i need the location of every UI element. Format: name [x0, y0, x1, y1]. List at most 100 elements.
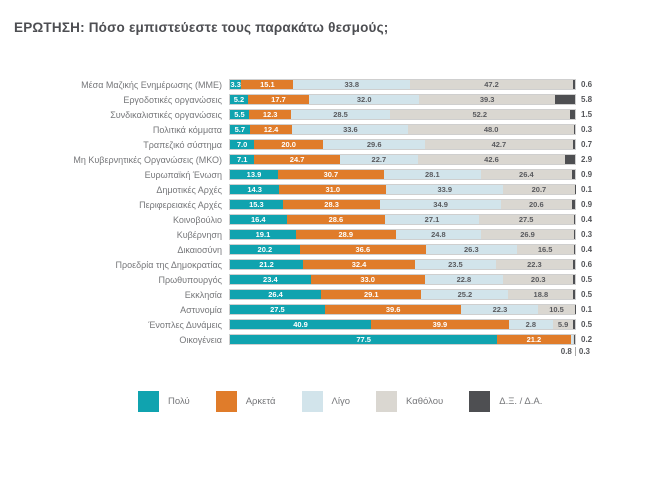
bar-segment-arketa: 29.1 — [321, 290, 421, 299]
bar-segment-katholou: 20.6 — [501, 200, 572, 209]
row-label: Δικαιοσύνη — [10, 245, 229, 255]
bar-segment-poly: 26.4 — [230, 290, 321, 299]
bar-segment-dxda — [555, 95, 575, 104]
bar-segment-arketa: 39.9 — [371, 320, 509, 329]
bar-segment-katholou: 20.7 — [503, 185, 574, 194]
bar-segment-katholou: 48.0 — [408, 125, 574, 134]
segment-value: 0.3 — [579, 346, 590, 358]
row-label: Δημοτικές Αρχές — [10, 185, 229, 195]
dxda-value-label: 0.1 — [576, 185, 615, 194]
bar-segment-katholou: 39.3 — [419, 95, 555, 104]
bar-segment-ligo: 29.6 — [323, 140, 425, 149]
bar-segment-arketa: 33.0 — [311, 275, 425, 284]
dxda-value-label: 0.9 — [576, 170, 615, 179]
bar-segment-ligo: 25.2 — [421, 290, 508, 299]
bar-segment-arketa: 20.0 — [254, 140, 323, 149]
segment-value: 23.4 — [263, 276, 278, 284]
segment-value: 33.8 — [344, 81, 359, 89]
bar-track: 26.4 29.1 25.2 18.8 — [229, 289, 576, 300]
segment-value: 34.9 — [433, 201, 448, 209]
bar-segment-dxda — [573, 80, 575, 89]
bar-segment-arketa: 12.4 — [250, 125, 293, 134]
segment-value: 5.9 — [558, 321, 568, 329]
page: ΕΡΩΤΗΣΗ: Πόσο εμπιστεύεστε τους παρακάτω… — [0, 20, 660, 412]
segment-value: 20.2 — [258, 246, 273, 254]
bar-segment-katholou: 18.8 — [508, 290, 573, 299]
legend-item-label: Λίγο — [332, 396, 351, 407]
bar-segment-poly: 3.3 — [230, 80, 241, 89]
segment-value: 26.4 — [268, 291, 283, 299]
dxda-value-label: 0.1 — [576, 305, 615, 314]
segment-value: 27.1 — [425, 216, 440, 224]
bar-segment-dxda — [565, 155, 575, 164]
segment-value: 24.7 — [290, 156, 305, 164]
segment-value: 39.9 — [433, 321, 448, 329]
dxda-value-label: 1.5 — [576, 110, 615, 119]
segment-value: 22.3 — [527, 261, 542, 269]
segment-value: 77.5 — [356, 336, 371, 344]
segment-value: 2.8 — [526, 321, 536, 329]
bar-segment-katholou: 22.3 — [496, 260, 573, 269]
bar-segment-ligo: 28.1 — [384, 170, 481, 179]
bar-segment-arketa: 32.4 — [303, 260, 415, 269]
segment-value: 28.9 — [338, 231, 353, 239]
legend-item-label: Αρκετά — [246, 396, 276, 407]
row-label: Εκκλησία — [10, 290, 229, 300]
dxda-value-label: 0.2 — [576, 335, 615, 344]
segment-value: 20.7 — [532, 186, 547, 194]
bar-segment-arketa: 24.7 — [254, 155, 339, 164]
bar-segment-arketa: 28.3 — [283, 200, 381, 209]
bar-segment-katholou: 52.2 — [390, 110, 570, 119]
segment-value: 33.9 — [437, 186, 452, 194]
legend-item-arketa: Αρκετά — [216, 391, 276, 412]
legend-item-katholou: Καθόλου — [376, 391, 443, 412]
bar-segment-dxda — [574, 125, 575, 134]
row-label: Αστυνομία — [10, 305, 229, 315]
bar-segment-poly: 23.4 — [230, 275, 311, 284]
segment-value: 47.2 — [484, 81, 499, 89]
bar-segment-ligo: 2.8 — [509, 320, 553, 329]
bar-segment-ligo: 23.5 — [415, 260, 496, 269]
bar-segment-arketa: 39.6 — [325, 305, 462, 314]
bar-segment-katholou: 47.2 — [410, 80, 573, 89]
row-label: Εργοδοτικές οργανώσεις — [10, 95, 229, 105]
segment-value: 42.6 — [484, 156, 499, 164]
bar-segment-katholou: 5.9 — [553, 320, 573, 329]
row-label: Πολιτικά κόμματα — [10, 125, 229, 135]
bar-segment-katholou: 16.5 — [517, 245, 574, 254]
segment-value: 20.3 — [531, 276, 546, 284]
legend-item-dxda: Δ.Ξ. / Δ.Α. — [469, 391, 542, 412]
row-label: Ένοπλες Δυνάμεις — [10, 320, 229, 330]
segment-value: 48.0 — [484, 126, 499, 134]
legend-item-label: Πολύ — [168, 396, 190, 407]
segment-value: 26.3 — [464, 246, 479, 254]
segment-value: 29.1 — [364, 291, 379, 299]
dxda-value-label: 0.5 — [576, 290, 615, 299]
segment-value: 15.1 — [260, 81, 275, 89]
segment-value: 10.5 — [549, 306, 564, 314]
bar-segment-poly: 15.3 — [230, 200, 283, 209]
segment-value: 14.3 — [247, 186, 262, 194]
segment-value: 7.0 — [237, 141, 247, 149]
segment-value: 28.6 — [329, 216, 344, 224]
segment-value: 0.8 — [561, 346, 572, 358]
dxda-value-label: 2.9 — [576, 155, 615, 164]
bar-segment-arketa: 28.9 — [296, 230, 396, 239]
row-label: Τραπεζικό σύστημα — [10, 140, 229, 150]
segment-value: 25.2 — [458, 291, 473, 299]
segment-value: 22.7 — [372, 156, 387, 164]
